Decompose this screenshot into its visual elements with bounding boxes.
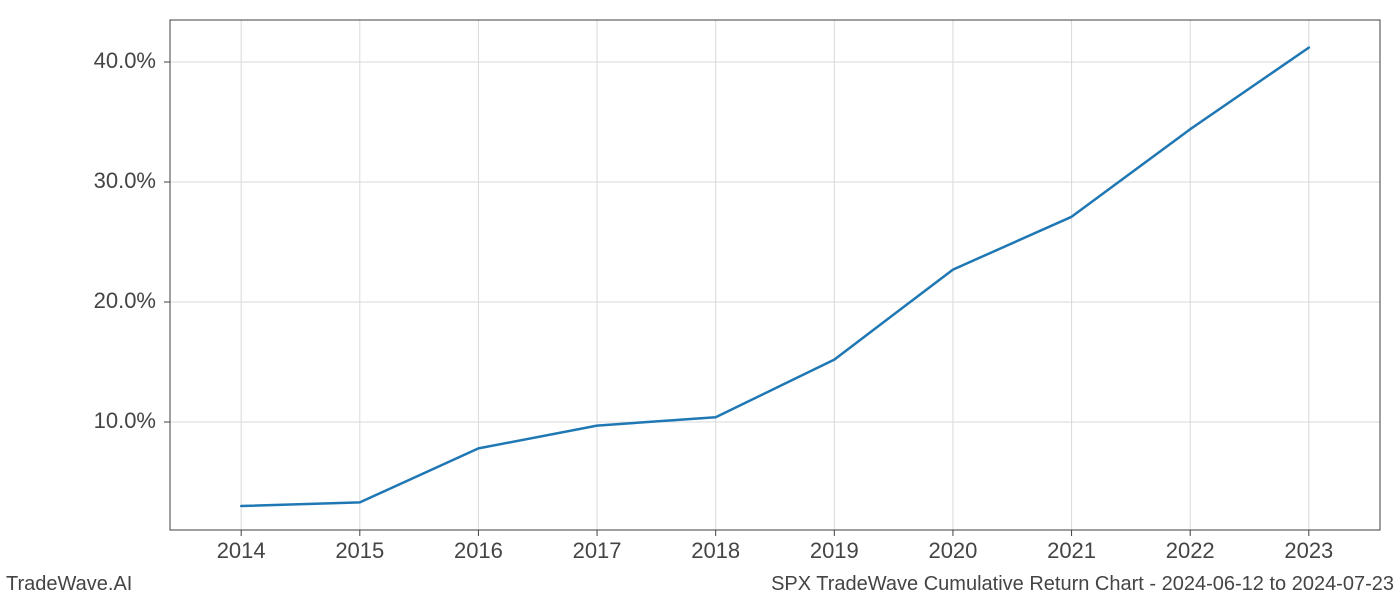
y-tick-label: 10.0% [94, 408, 156, 433]
x-tick-label: 2022 [1166, 538, 1215, 563]
x-tick-label: 2017 [573, 538, 622, 563]
chart-container: 2014 2015 2016 2017 2018 2019 2020 2021 2022 2023… [0, 0, 1400, 600]
footer-right-text: SPX TradeWave Cumulative Return Chart - … [771, 573, 1394, 596]
y-tick-label: 40.0% [94, 48, 156, 73]
footer-left-text: TradeWave.AI [6, 573, 132, 596]
x-tick-label: 2019 [810, 538, 859, 563]
x-tick-label: 2014 [217, 538, 266, 563]
x-tick-label: 2016 [454, 538, 503, 563]
x-tick-label: 2018 [691, 538, 740, 563]
x-tick-label: 2023 [1284, 538, 1333, 563]
y-tick-label: 20.0% [94, 288, 156, 313]
x-tick-label: 2021 [1047, 538, 1096, 563]
line-chart: 2014 2015 2016 2017 2018 2019 2020 2021 2022 2023… [0, 0, 1400, 600]
x-tick-label: 2020 [928, 538, 977, 563]
x-tick-label: 2015 [335, 538, 384, 563]
y-tick-label: 30.0% [94, 168, 156, 193]
